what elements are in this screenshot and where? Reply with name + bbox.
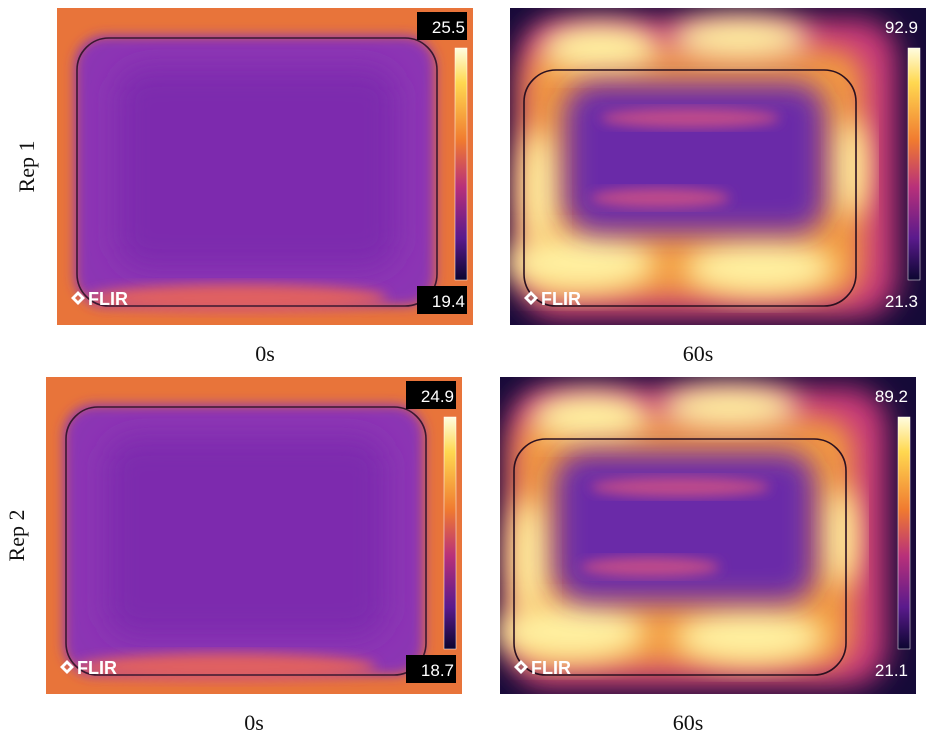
warm-edge	[76, 653, 376, 681]
row-label: Rep 1	[14, 141, 39, 193]
panel-caption: 60s	[673, 710, 704, 735]
panel-caption: 0s	[244, 710, 264, 735]
warm-band	[600, 108, 780, 128]
logo-text: FLIR	[88, 289, 128, 309]
scale-max: 89.2	[875, 387, 908, 406]
hot-spot	[660, 385, 800, 429]
hot-spot	[832, 118, 868, 218]
cool-center	[565, 83, 825, 233]
row-label: Rep 2	[4, 510, 29, 562]
warm-edge	[87, 284, 387, 312]
cool-center	[555, 452, 815, 602]
scale-max: 25.5	[432, 18, 465, 37]
color-bar	[444, 417, 456, 649]
scale-max: 24.9	[421, 387, 454, 406]
scale-min: 19.4	[432, 292, 465, 311]
thermal-field	[117, 68, 397, 268]
hot-spot	[530, 392, 650, 442]
hot-spot	[510, 497, 550, 617]
hot-spot	[675, 609, 825, 665]
hot-spot	[670, 16, 810, 60]
scale-min: 18.7	[421, 661, 454, 680]
color-bar	[455, 48, 467, 280]
thermal-field	[106, 437, 386, 637]
hot-spot	[520, 128, 560, 248]
hot-spot	[540, 23, 660, 73]
scale-min: 21.3	[885, 292, 918, 311]
scale-max: 92.9	[885, 18, 918, 37]
panel-caption: 0s	[255, 341, 275, 366]
scale-min: 21.1	[875, 661, 908, 680]
thermal-image: 25.5 19.4 FLIR	[57, 8, 473, 325]
color-bar	[908, 48, 920, 280]
thermal-image: 24.9 18.7 FLIR	[46, 377, 462, 694]
hot-spot	[495, 602, 645, 662]
thermal-image: 89.2 21.1 FLIR	[495, 377, 916, 694]
logo-text: FLIR	[531, 658, 571, 678]
logo-text: FLIR	[541, 289, 581, 309]
hot-spot	[505, 233, 655, 293]
logo-text: FLIR	[77, 658, 117, 678]
warm-band	[590, 477, 770, 497]
hot-spot	[685, 240, 835, 296]
hot-spot	[822, 487, 858, 587]
thermal-image: 92.9 21.3 FLIR	[505, 8, 926, 325]
panel-caption: 60s	[683, 341, 714, 366]
color-bar	[898, 417, 910, 649]
warm-band	[580, 557, 720, 577]
figure: Rep 1 25.5 19.4 FLIR 0s 92.9 21.3 FLIR 60s Rep 2 2…	[0, 0, 926, 736]
warm-band	[590, 188, 730, 208]
